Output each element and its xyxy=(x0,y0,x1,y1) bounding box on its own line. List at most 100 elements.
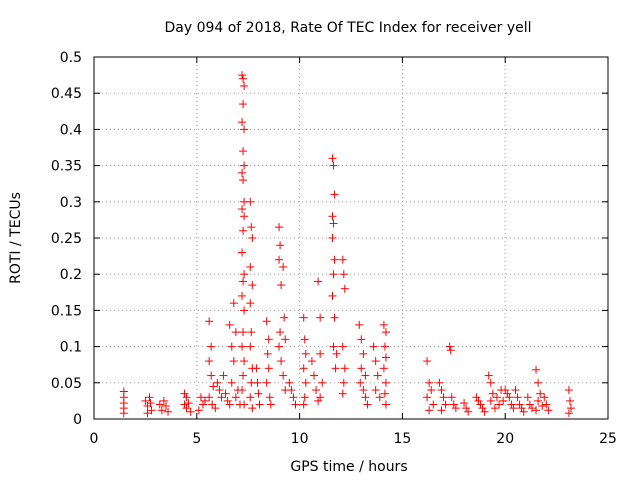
data-point xyxy=(380,342,389,351)
data-point xyxy=(182,393,191,402)
data-point xyxy=(540,393,549,402)
data-point xyxy=(247,328,256,337)
data-point xyxy=(509,404,518,413)
data-point xyxy=(217,393,226,402)
data-point xyxy=(356,378,365,387)
data-point xyxy=(381,400,390,409)
data-point xyxy=(276,241,285,250)
data-point xyxy=(460,399,469,408)
data-point xyxy=(239,100,248,109)
y-tick-label: 0.5 xyxy=(60,50,82,66)
data-point xyxy=(361,393,370,402)
data-point xyxy=(246,262,255,271)
grid-lines xyxy=(94,57,608,419)
data-point xyxy=(264,335,273,344)
data-point xyxy=(359,349,368,358)
x-tick-label: 15 xyxy=(393,431,411,447)
data-point xyxy=(240,306,249,315)
data-point xyxy=(312,386,321,395)
data-point xyxy=(544,406,553,415)
data-point xyxy=(423,357,432,366)
data-point xyxy=(446,346,455,355)
data-point xyxy=(300,393,309,402)
data-point xyxy=(425,378,434,387)
data-point xyxy=(246,299,255,308)
data-point xyxy=(381,353,390,362)
data-point xyxy=(184,399,193,408)
data-point xyxy=(332,349,341,358)
data-point xyxy=(527,404,536,413)
data-point xyxy=(534,378,543,387)
chart-title: Day 094 of 2018, Rate Of TEC Index for r… xyxy=(164,20,531,36)
data-point xyxy=(196,393,205,402)
data-point xyxy=(205,357,214,366)
data-point xyxy=(145,393,154,402)
data-point xyxy=(215,386,224,395)
data-point xyxy=(147,406,156,415)
axis-ticks xyxy=(93,56,609,420)
data-point xyxy=(240,81,249,90)
y-tick-label: 0.05 xyxy=(51,376,82,392)
data-point xyxy=(511,386,520,395)
data-point xyxy=(231,328,240,337)
data-point xyxy=(276,328,285,337)
data-point xyxy=(211,404,220,413)
data-point xyxy=(375,393,384,402)
data-point xyxy=(566,404,575,413)
data-point xyxy=(534,396,543,405)
data-point xyxy=(538,401,547,410)
data-point xyxy=(263,349,272,358)
data-point xyxy=(501,386,510,395)
x-tick-label: 10 xyxy=(291,431,309,447)
data-point xyxy=(357,335,366,344)
data-point xyxy=(441,400,450,409)
data-point xyxy=(513,393,522,402)
data-point xyxy=(227,378,236,387)
data-point xyxy=(159,396,168,405)
data-point xyxy=(246,342,255,351)
data-point xyxy=(240,125,249,134)
x-tick-label: 5 xyxy=(192,431,201,447)
data-point xyxy=(464,407,473,416)
data-point xyxy=(447,393,456,402)
data-point xyxy=(238,71,247,80)
data-point xyxy=(371,357,380,366)
data-point xyxy=(316,393,325,402)
data-point xyxy=(180,389,189,398)
data-point xyxy=(316,313,325,322)
data-point xyxy=(515,400,524,409)
data-point xyxy=(495,400,504,409)
data-point xyxy=(238,291,247,300)
data-point xyxy=(503,389,512,398)
data-point xyxy=(329,161,338,170)
data-point xyxy=(381,378,390,387)
data-point xyxy=(240,212,249,221)
data-point xyxy=(213,378,222,387)
data-point xyxy=(240,400,249,409)
data-point xyxy=(155,400,164,409)
data-point xyxy=(229,357,238,366)
data-point xyxy=(161,401,170,410)
data-point xyxy=(373,371,382,380)
data-point xyxy=(299,313,308,322)
data-point xyxy=(229,299,238,308)
data-point xyxy=(480,407,489,416)
data-point xyxy=(359,386,368,395)
data-point xyxy=(357,364,366,373)
data-point xyxy=(299,400,308,409)
y-axis-title: ROTI / TECUs xyxy=(8,192,24,284)
data-point xyxy=(445,342,454,351)
data-point xyxy=(369,342,378,351)
data-point xyxy=(157,406,166,415)
data-point xyxy=(437,406,446,415)
data-point xyxy=(329,219,338,228)
data-point xyxy=(429,400,438,409)
data-point xyxy=(225,320,234,329)
data-point xyxy=(225,400,234,409)
data-point xyxy=(247,223,256,232)
data-point xyxy=(238,248,247,257)
x-tick-label: 20 xyxy=(496,431,514,447)
data-point xyxy=(328,212,337,221)
data-point xyxy=(328,154,337,163)
data-point xyxy=(289,393,298,402)
